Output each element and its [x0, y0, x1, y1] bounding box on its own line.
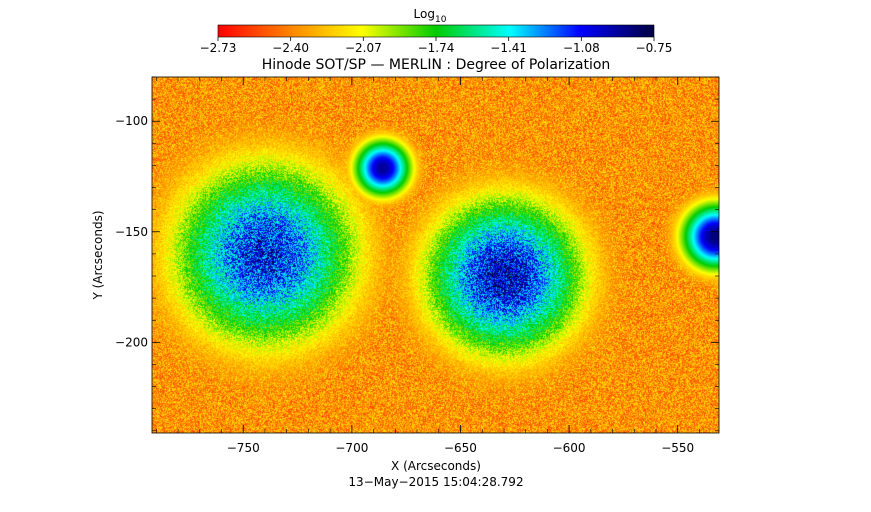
heatmap-image: [152, 77, 719, 433]
heatmap-raster: [152, 77, 719, 433]
x-tick-label: −750: [227, 441, 260, 455]
chart-title: Hinode SOT/SP — MERLIN : Degree of Polar…: [262, 57, 611, 73]
x-tick-label: −650: [444, 441, 477, 455]
colorbar-tick-label: −2.40: [272, 41, 309, 55]
y-tick-label: −200: [115, 335, 148, 349]
x-tick-label: −550: [661, 441, 694, 455]
colorbar-tick-label: −1.08: [563, 41, 600, 55]
colorbar-tick-label: −2.07: [345, 41, 382, 55]
colorbar-tick-label: −0.75: [636, 41, 673, 55]
colorbar: [217, 24, 655, 38]
colorbar-tick-label: −1.41: [490, 41, 527, 55]
x-tick-label: −600: [553, 441, 586, 455]
plot-frame: [151, 76, 720, 434]
colorbar-label: Log10: [414, 7, 447, 25]
x-axis-title: X (Arcseconds): [391, 459, 481, 473]
x-tick-label: −700: [335, 441, 368, 455]
timestamp: 13−May−2015 15:04:28.792: [348, 475, 523, 489]
y-tick-label: −100: [115, 114, 148, 128]
y-axis-title: Y (Arcseconds): [91, 210, 105, 300]
colorbar-ticks: −2.73 −2.40 −2.07 −1.74 −1.41 −1.08 −0.75: [200, 37, 673, 55]
colorbar-tick-label: −1.74: [418, 41, 455, 55]
colorbar-tick-label: −2.73: [200, 41, 237, 55]
y-tick-label: −150: [115, 225, 148, 239]
